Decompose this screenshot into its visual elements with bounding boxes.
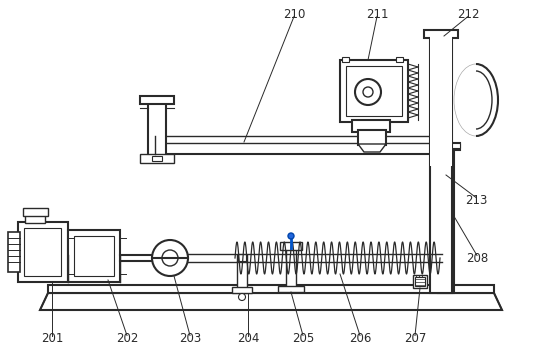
Text: 205: 205 [292,331,314,345]
Bar [413,275,427,288]
Bar [140,154,174,163]
Bar [430,36,452,166]
Bar [430,36,452,293]
Bar [286,248,296,288]
Bar [396,57,403,62]
Bar [48,285,494,293]
Text: 203: 203 [179,331,201,345]
Text: 206: 206 [349,331,371,345]
Bar [438,148,454,293]
Polygon shape [358,144,386,152]
Circle shape [152,240,188,276]
Bar [74,236,114,276]
Circle shape [239,293,245,300]
Text: 210: 210 [283,7,305,20]
Polygon shape [40,293,502,310]
Text: 213: 213 [465,193,487,207]
Text: 208: 208 [466,251,488,264]
Bar [238,254,246,261]
Bar [432,143,460,148]
Bar [23,208,48,216]
Text: 211: 211 [366,7,388,20]
Bar [18,222,68,282]
Bar [358,130,386,145]
Bar [68,230,120,282]
Text: 207: 207 [404,331,426,345]
Bar [432,143,460,150]
Bar [346,66,402,116]
Bar [8,232,20,272]
Bar [237,261,247,289]
Circle shape [355,79,381,105]
Bar [140,96,174,104]
Bar [352,120,390,132]
Bar [24,228,61,276]
Bar [278,286,304,292]
Bar [232,287,252,293]
Bar [148,100,166,156]
Bar [280,242,302,250]
Circle shape [162,250,178,266]
Text: 204: 204 [237,331,259,345]
Bar [340,60,408,122]
Text: 201: 201 [41,331,63,345]
Bar [424,30,458,38]
Bar [155,142,438,154]
Circle shape [363,87,373,97]
Bar [415,277,425,286]
Bar [152,156,162,161]
Bar [342,57,349,62]
Circle shape [288,233,294,239]
Bar [25,215,45,223]
Text: 202: 202 [116,331,138,345]
Text: 212: 212 [457,7,479,20]
Bar [155,136,438,143]
